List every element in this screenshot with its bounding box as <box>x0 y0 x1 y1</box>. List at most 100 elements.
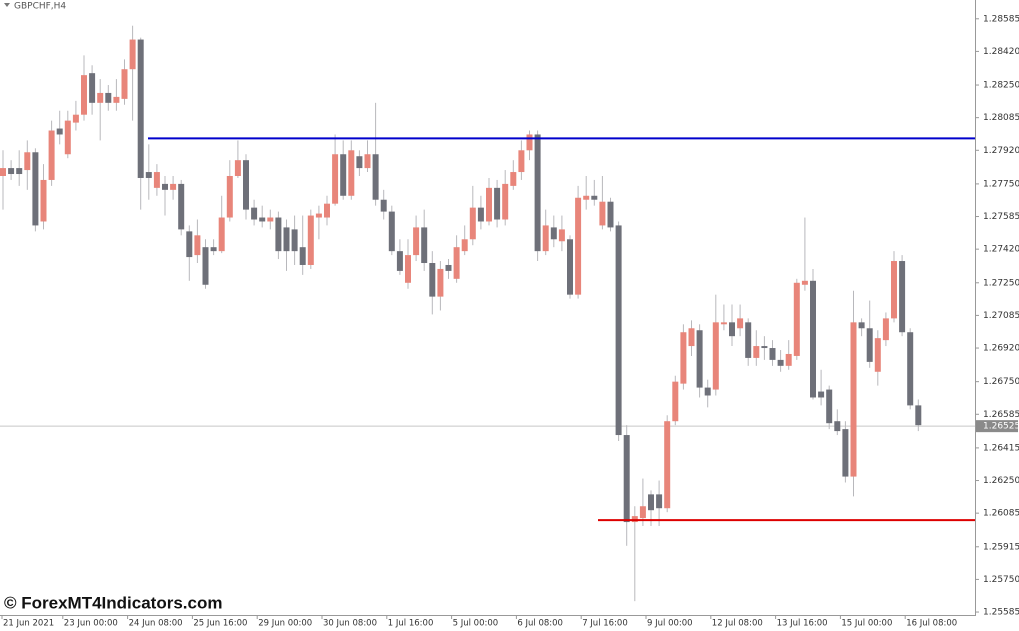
candle-body <box>332 154 339 204</box>
candle-body <box>785 353 792 366</box>
candle-body <box>623 435 630 523</box>
candle-body <box>583 195 590 200</box>
candle-body <box>145 172 152 178</box>
candle-body <box>340 154 347 196</box>
candle-body <box>842 429 849 477</box>
x-tick-label: 24 Jun 08:00 <box>129 619 183 629</box>
candle-body <box>518 150 525 173</box>
watermark: © ForexMT4Indicators.com <box>4 593 222 612</box>
candle-body <box>664 421 671 509</box>
candle-body <box>210 247 217 252</box>
candle-body <box>380 199 387 212</box>
candle-body <box>315 213 322 218</box>
candle-body <box>761 346 768 349</box>
candle-body <box>818 391 825 398</box>
candle-body <box>218 217 225 252</box>
candle-body <box>445 264 452 271</box>
candle-body <box>648 494 654 511</box>
y-tick-label: 1.26750 <box>983 377 1019 387</box>
candle-body <box>575 197 582 295</box>
candle-body <box>737 318 744 329</box>
candle-body <box>729 322 735 337</box>
candle-body <box>178 183 185 230</box>
candle-body <box>437 268 444 297</box>
candle-body <box>234 160 241 176</box>
x-tick-label: 1 Jul 16:00 <box>388 619 434 629</box>
candle-body <box>283 227 290 252</box>
candle-body <box>396 251 403 271</box>
current-price-label: 1.26525 <box>983 422 1019 432</box>
x-tick-label: 9 Jul 00:00 <box>647 619 693 629</box>
candle-body <box>599 201 606 226</box>
candle-body <box>793 282 800 356</box>
candle-body <box>97 92 104 103</box>
candle-body <box>202 247 209 285</box>
candle-body <box>907 332 914 406</box>
x-tick-label: 12 Jul 08:00 <box>712 619 763 629</box>
candle-body <box>113 96 120 103</box>
candle-body <box>170 183 177 190</box>
candle-body <box>388 211 395 252</box>
candle-body <box>542 225 549 252</box>
x-tick-label: 6 Jul 08:00 <box>517 619 563 629</box>
candle-body <box>356 156 363 169</box>
candle-body <box>251 207 258 220</box>
candle-body <box>162 183 168 190</box>
candle-body <box>421 227 428 264</box>
symbol-menu-icon <box>4 3 10 7</box>
candle-body <box>680 332 687 384</box>
candle-body <box>639 506 646 519</box>
candle-body <box>461 239 468 252</box>
candle-body <box>477 207 484 222</box>
x-tick-label: 15 Jul 00:00 <box>841 619 892 629</box>
y-tick-label: 1.26920 <box>983 344 1019 354</box>
candle-body <box>129 39 136 70</box>
candle-body <box>194 235 201 256</box>
x-tick-label: 7 Jul 16:00 <box>582 619 628 629</box>
candle-body <box>526 134 533 151</box>
candle-body <box>137 39 144 178</box>
candle-body <box>413 227 420 256</box>
candle-body <box>324 203 330 218</box>
candle-body <box>866 328 873 362</box>
candle-body <box>720 322 727 325</box>
y-tick-label: 1.28085 <box>983 113 1019 123</box>
x-tick-label: 5 Jul 00:00 <box>453 619 499 629</box>
candle-body <box>486 187 492 222</box>
candle-body <box>607 201 614 228</box>
candle-body <box>753 346 760 358</box>
candle-body <box>745 322 752 358</box>
candle-body <box>453 247 460 279</box>
candle-body <box>469 207 476 240</box>
candle-body <box>615 225 622 436</box>
candle-body <box>688 328 695 347</box>
candle-body <box>899 261 906 333</box>
candle-body <box>874 338 881 372</box>
candle-body <box>891 261 897 319</box>
candle-body <box>72 114 79 123</box>
candle-body <box>558 229 565 242</box>
candle-body <box>494 187 501 220</box>
candle-body <box>672 381 679 422</box>
x-tick-label: 16 Jul 08:00 <box>906 619 957 629</box>
candle-body <box>259 217 266 222</box>
candle-body <box>696 330 703 388</box>
y-tick-label: 1.27085 <box>983 311 1019 321</box>
x-tick-label: 30 Jun 08:00 <box>323 619 377 629</box>
candle-body <box>826 389 833 424</box>
candle-body <box>307 215 314 265</box>
x-tick-label: 21 Jun 2021 <box>3 619 54 629</box>
candle-body <box>567 239 573 295</box>
candle-body <box>16 168 23 175</box>
candle-body <box>299 247 306 265</box>
candle-body <box>656 494 663 509</box>
candle-body <box>243 160 249 210</box>
candle-body <box>850 322 857 477</box>
y-tick-label: 1.26415 <box>983 443 1019 453</box>
candle-body <box>712 322 719 390</box>
candle-body <box>89 73 96 103</box>
x-tick-label: 23 Jun 00:00 <box>64 619 118 629</box>
candle-body <box>502 183 509 220</box>
candle-body <box>364 154 371 169</box>
